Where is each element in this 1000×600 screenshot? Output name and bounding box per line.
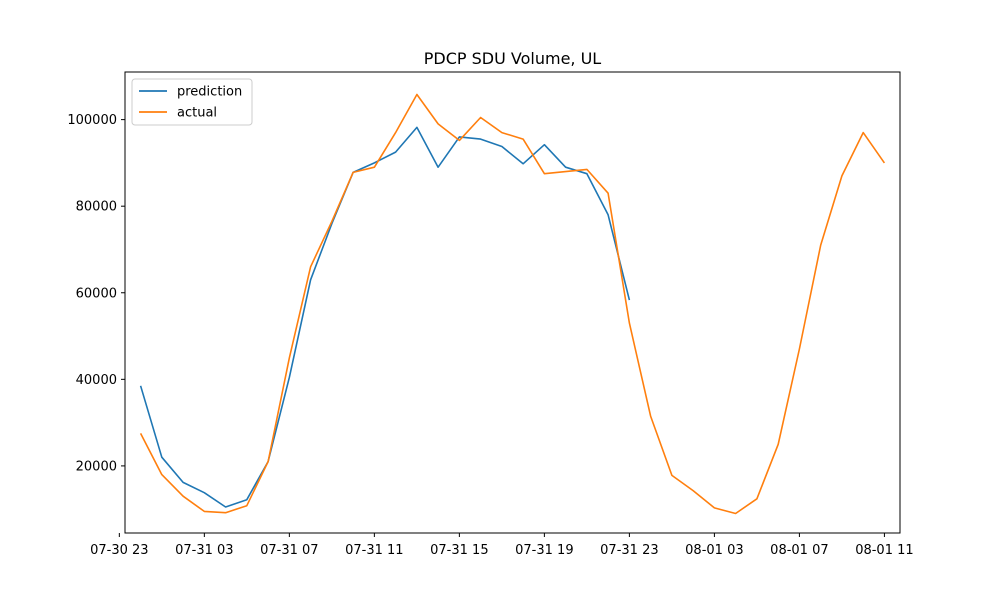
series-line-prediction	[139, 126, 631, 508]
y-tick-label: 40000	[76, 373, 117, 388]
plot-frame	[124, 71, 901, 534]
x-axis: 07-30 23 07-31 03 07-31 07 07-31 11 07-31 15…	[90, 533, 914, 558]
y-tick-label: 60000	[76, 286, 117, 301]
y-tick-label: 100000	[67, 113, 117, 128]
x-tick-label: 07-31 15	[430, 543, 488, 558]
legend-label-actual: actual	[177, 106, 217, 121]
x-tick-label: 08-01 03	[685, 543, 743, 558]
x-tick-label: 07-31 11	[345, 543, 403, 558]
x-tick-label: 07-31 03	[175, 543, 233, 558]
x-tick-label: 07-30 23	[90, 543, 148, 558]
x-tick-label: 07-31 07	[260, 543, 318, 558]
x-tick-label: 08-01 11	[855, 543, 913, 558]
y-axis: 20000 40000 60000 80000 100000	[67, 113, 125, 474]
legend: prediction actual	[131, 78, 253, 126]
series-layer	[139, 93, 886, 515]
y-tick-label: 80000	[76, 200, 117, 215]
legend-label-prediction: prediction	[177, 85, 242, 100]
chart-title: PDCP SDU Volume, UL	[424, 49, 602, 68]
x-tick-label: 07-31 23	[600, 543, 658, 558]
y-tick-label: 20000	[76, 459, 117, 474]
series-line-actual	[139, 93, 886, 515]
x-tick-label: 07-31 19	[515, 543, 573, 558]
x-tick-label: 08-01 07	[770, 543, 828, 558]
